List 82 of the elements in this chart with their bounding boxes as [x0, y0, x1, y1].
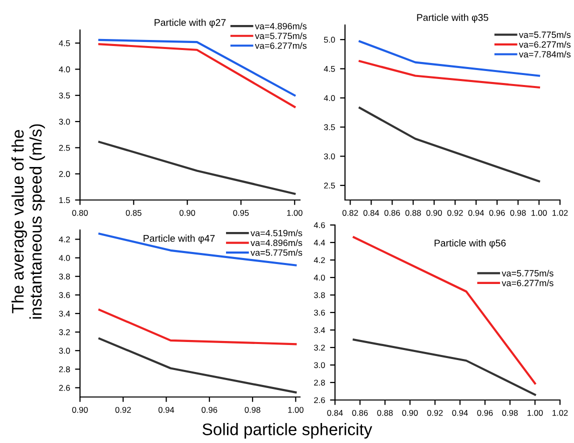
x-tick-label: 1.00 — [528, 410, 543, 416]
x-tick-label: 0.86 — [384, 210, 400, 216]
x-tick-label: 1.02 — [552, 410, 568, 416]
y-tick-label: 1.5 — [59, 197, 70, 204]
y-tick-label: 3.8 — [59, 274, 70, 280]
x-tick-label: 0.80 — [72, 210, 88, 216]
x-tick-label: 0.94 — [468, 210, 484, 216]
x-tick-label: 0.98 — [502, 410, 518, 416]
x-tick-label: 0.95 — [233, 210, 249, 216]
y-tick-label: 3.4 — [314, 327, 326, 334]
y-tick-label: 2.0 — [59, 171, 70, 177]
legend-label: va=5.775m/s — [518, 31, 571, 38]
legend-label: va=5.775m/s — [254, 32, 307, 40]
x-tick-label: 0.96 — [477, 410, 493, 416]
y-tick-label: 5.0 — [324, 36, 335, 43]
y-tick-label: 4.0 — [314, 274, 325, 281]
y-tick-label: 3.2 — [314, 344, 325, 351]
x-tick-label: 1.00 — [288, 406, 304, 413]
x-tick-label: 0.96 — [202, 406, 218, 413]
y-tick-label: 4.2 — [314, 257, 325, 264]
y-tick-label: 4.5 — [324, 66, 335, 72]
y-tick-label: 2.5 — [59, 144, 70, 151]
x-tick-label: 0.90 — [426, 210, 442, 216]
y-tick-label: 3.6 — [59, 292, 70, 298]
x-tick-label: 0.82 — [342, 210, 358, 216]
x-tick-label: 0.90 — [402, 410, 418, 416]
y-tick-label: 2.8 — [59, 366, 70, 372]
x-tick-label: 0.85 — [126, 210, 142, 216]
y-tick-label: 2.5 — [324, 182, 335, 189]
x-tick-label: 1.02 — [552, 210, 568, 216]
x-tick-label: 0.92 — [427, 410, 443, 416]
y-tick-label: 2.6 — [59, 384, 70, 391]
y-axis-title: The average value of the instantaneous speed (m/s) — [11, 124, 45, 319]
x-tick-label: 0.92 — [447, 210, 463, 216]
y-tick-label: 3.0 — [314, 362, 325, 368]
x-tick-label: 0.94 — [452, 410, 468, 416]
legend-label: va=6.277m/s — [502, 280, 554, 286]
chart-title: Particle with φ47 — [144, 234, 215, 244]
y-tick-label: 3.6 — [314, 310, 325, 316]
y-tick-label: 3.5 — [324, 124, 335, 130]
y-tick-label: 4.0 — [324, 95, 335, 102]
legend-label: va=5.775m/s — [502, 270, 554, 276]
y-tick-label: 4.5 — [58, 40, 70, 46]
x-tick-label: 0.90 — [72, 406, 88, 413]
y-tick-label: 3.0 — [59, 348, 70, 354]
x-tick-label: 0.88 — [405, 210, 421, 216]
y-tick-label: 3.2 — [59, 329, 70, 336]
legend-label: va=5.775m/s — [250, 249, 302, 256]
y-tick-label: 3.0 — [324, 153, 335, 160]
x-tick-label: 0.92 — [115, 406, 131, 413]
legend-label: va=7.784m/s — [518, 50, 571, 58]
chart-title: Particle with φ27 — [154, 18, 226, 28]
x-tick-label: 0.86 — [352, 410, 368, 416]
legend-label: va=4.896m/s — [254, 22, 307, 30]
legend-label: va=6.277m/s — [518, 41, 571, 48]
y-tick-label: 3.5 — [59, 92, 70, 98]
x-tick-label: 0.84 — [327, 410, 343, 416]
y-tick-label: 3.0 — [59, 118, 70, 125]
legend-label: va=4.896m/s — [250, 239, 302, 246]
y-tick-label: 4.2 — [58, 236, 70, 242]
chart-title: Particle with φ35 — [417, 14, 488, 23]
text: Particle with φ56 — [434, 239, 506, 248]
y-tick-label: 4.6 — [314, 222, 325, 228]
y-tick-label: 4.0 — [58, 255, 70, 261]
x-tick-label: 1.00 — [532, 210, 547, 216]
legend-label: va=6.277m/s — [254, 42, 307, 49]
x-tick-label: 0.90 — [180, 210, 196, 216]
y-tick-label: 2.6 — [314, 397, 325, 404]
x-tick-label: 0.94 — [158, 406, 174, 413]
x-axis-title: Solid particle sphericity — [202, 423, 372, 439]
y-tick-label: 3.4 — [59, 310, 70, 317]
legend-label: va=4.519m/s — [250, 230, 302, 236]
y-tick-label: 4.0 — [58, 66, 70, 72]
x-tick-label: 0.84 — [363, 210, 380, 216]
y-tick-label: 4.4 — [314, 240, 326, 246]
x-tick-label: 0.98 — [510, 210, 526, 216]
y-tick-label: 3.8 — [314, 292, 325, 298]
x-tick-label: 0.98 — [244, 406, 260, 413]
x-tick-label: 1.00 — [287, 210, 302, 216]
y-tick-label: 2.8 — [314, 380, 325, 386]
x-tick-label: 0.88 — [377, 410, 393, 416]
x-tick-label: 0.96 — [489, 210, 505, 216]
